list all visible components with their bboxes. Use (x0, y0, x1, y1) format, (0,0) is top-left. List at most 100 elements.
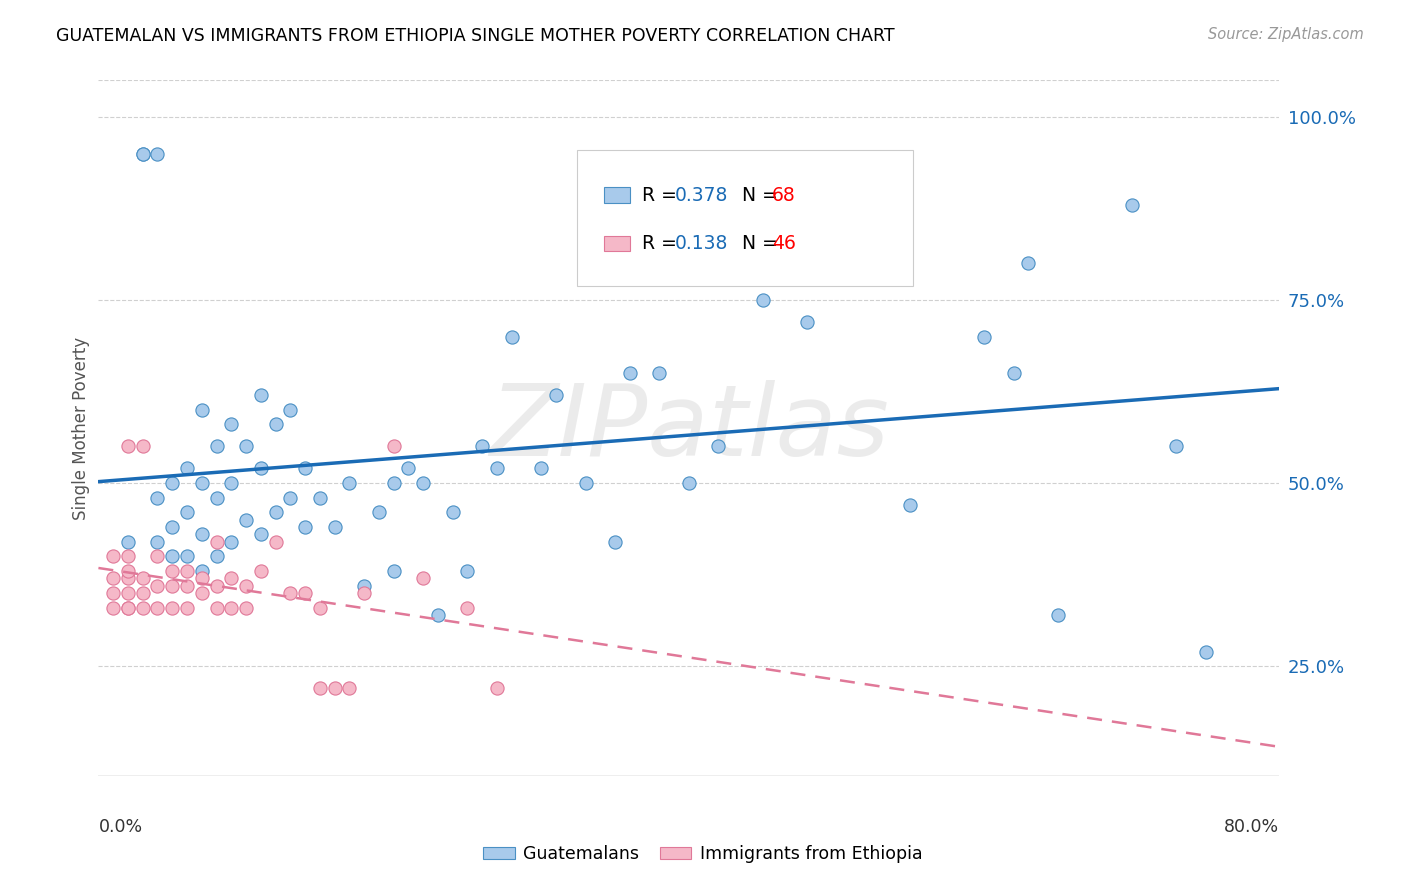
Point (353, 586, 375, 600)
Point (382, 564, 405, 578)
Legend: Guatemalans, Immigrants from Ethiopia: Guatemalans, Immigrants from Ethiopia (477, 838, 929, 870)
Point (191, 564, 214, 578)
Text: R =: R = (641, 235, 682, 253)
Point (191, 571, 214, 585)
Point (132, 146, 155, 161)
Point (1121, 198, 1143, 212)
Point (294, 586, 316, 600)
FancyBboxPatch shape (605, 187, 630, 202)
Point (146, 491, 169, 505)
Point (146, 534, 169, 549)
Point (191, 586, 214, 600)
Point (678, 476, 700, 491)
Point (235, 600, 257, 615)
Point (221, 476, 243, 491)
Point (1046, 607, 1070, 622)
Point (294, 520, 316, 534)
Point (309, 491, 332, 505)
Point (264, 534, 287, 549)
Point (132, 586, 155, 600)
Point (191, 476, 214, 491)
Text: 80.0%: 80.0% (1225, 818, 1279, 836)
Point (117, 600, 139, 615)
Point (235, 579, 257, 593)
Point (546, 388, 568, 402)
Point (162, 579, 183, 593)
Point (117, 600, 139, 615)
Point (176, 579, 198, 593)
Point (205, 600, 228, 615)
Point (221, 600, 243, 615)
Text: ZIPatlas: ZIPatlas (489, 380, 889, 476)
Point (117, 440, 139, 454)
Point (103, 571, 125, 585)
Point (707, 440, 730, 454)
Point (309, 600, 332, 615)
Point (280, 586, 302, 600)
Point (1018, 256, 1040, 270)
Text: 0.0%: 0.0% (98, 818, 142, 836)
Point (900, 498, 922, 512)
Point (250, 527, 273, 541)
Point (412, 571, 434, 585)
Point (132, 600, 155, 615)
Point (280, 491, 302, 505)
Point (205, 491, 228, 505)
Point (176, 461, 198, 475)
Point (176, 505, 198, 519)
Point (162, 600, 183, 615)
Point (575, 476, 598, 491)
Point (132, 571, 155, 585)
Point (619, 366, 641, 380)
Point (162, 476, 183, 491)
Point (486, 681, 509, 695)
Point (103, 600, 125, 615)
Point (382, 476, 405, 491)
Point (191, 402, 214, 417)
Point (294, 461, 316, 475)
Point (752, 293, 775, 307)
Point (1166, 440, 1188, 454)
Text: R =: R = (641, 186, 682, 204)
Text: Source: ZipAtlas.com: Source: ZipAtlas.com (1208, 27, 1364, 42)
Point (103, 549, 125, 564)
Point (605, 534, 627, 549)
Point (221, 417, 243, 432)
Point (221, 571, 243, 585)
Point (250, 388, 273, 402)
Point (117, 586, 139, 600)
Text: 68: 68 (772, 186, 796, 204)
Point (457, 564, 479, 578)
Point (427, 607, 450, 622)
Point (501, 329, 523, 343)
Y-axis label: Single Mother Poverty: Single Mother Poverty (72, 336, 90, 520)
Point (176, 564, 198, 578)
Point (205, 534, 228, 549)
Point (486, 461, 509, 475)
Point (117, 534, 139, 549)
Point (323, 681, 346, 695)
Point (457, 600, 479, 615)
Point (441, 505, 464, 519)
Point (530, 461, 553, 475)
Point (146, 600, 169, 615)
Text: N =: N = (742, 235, 785, 253)
Point (250, 461, 273, 475)
Point (250, 564, 273, 578)
Point (353, 579, 375, 593)
Point (162, 549, 183, 564)
Point (132, 440, 155, 454)
Point (146, 549, 169, 564)
Point (117, 571, 139, 585)
Text: 0.378: 0.378 (675, 186, 728, 204)
Point (176, 600, 198, 615)
Point (132, 146, 155, 161)
Text: GUATEMALAN VS IMMIGRANTS FROM ETHIOPIA SINGLE MOTHER POVERTY CORRELATION CHART: GUATEMALAN VS IMMIGRANTS FROM ETHIOPIA S… (56, 27, 894, 45)
Point (323, 520, 346, 534)
Point (309, 681, 332, 695)
Point (648, 366, 671, 380)
Point (723, 219, 745, 234)
Point (191, 527, 214, 541)
Point (235, 513, 257, 527)
Point (146, 146, 169, 161)
